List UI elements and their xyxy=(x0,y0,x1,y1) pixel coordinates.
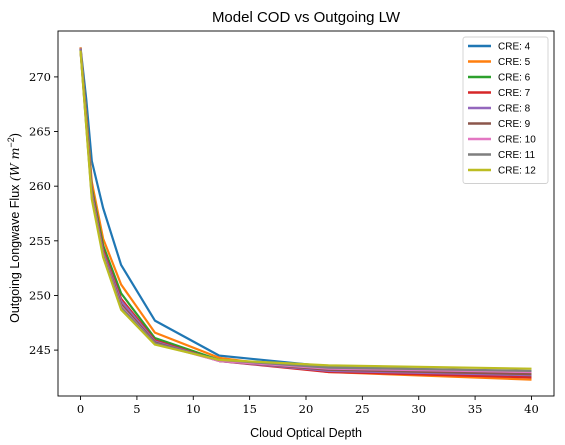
y-tick-label: 245 xyxy=(29,343,51,357)
legend-label: CRE: 12 xyxy=(498,166,536,177)
legend-label: CRE: 10 xyxy=(498,135,536,146)
y-tick-label: 265 xyxy=(29,125,51,139)
y-axis-label: Outgoing Longwave Flux (W m−2) xyxy=(6,133,22,323)
x-tick-label: 5 xyxy=(133,402,140,416)
x-tick-label: 15 xyxy=(242,402,257,416)
x-tick-label: 10 xyxy=(186,402,201,416)
y-tick-label: 260 xyxy=(29,179,51,193)
y-tick-label: 255 xyxy=(29,234,51,248)
x-tick-label: 35 xyxy=(468,402,483,416)
legend-box xyxy=(462,36,549,184)
plot-area: 0 5 10 15 20 25 30 35 40 245 250 255 260 265 270 xyxy=(29,30,555,416)
legend: CRE: 4 CRE: 5 CRE: 6 CRE: 7 CRE: 8 CRE: 9 CRE:… xyxy=(462,36,549,184)
series-line-9 xyxy=(79,50,532,370)
legend-label: CRE: 4 xyxy=(498,42,531,53)
y-axis-label-exp: −2 xyxy=(6,137,16,147)
y-axis-label-close: ) xyxy=(8,133,22,137)
x-tick-label: 40 xyxy=(524,402,539,416)
x-axis-label: Cloud Optical Depth xyxy=(250,426,362,440)
y-tick-label: 270 xyxy=(29,70,51,84)
y-axis-label-prefix: Outgoing Longwave Flux xyxy=(8,181,22,323)
legend-label: CRE: 9 xyxy=(498,119,531,130)
chart-title: Model COD vs Outgoing LW xyxy=(212,9,401,26)
y-tick-label: 250 xyxy=(29,288,51,302)
x-tick-label: 0 xyxy=(77,402,84,416)
legend-label: CRE: 5 xyxy=(498,57,531,68)
x-tick-label: 25 xyxy=(355,402,370,416)
x-tick-label: 30 xyxy=(411,402,426,416)
legend-label: CRE: 8 xyxy=(498,104,531,115)
legend-label: CRE: 7 xyxy=(498,88,531,99)
legend-label: CRE: 6 xyxy=(498,73,531,84)
legend-label: CRE: 11 xyxy=(498,150,535,161)
y-axis-label-unit: (W m xyxy=(7,148,22,182)
x-tick-label: 20 xyxy=(299,402,314,416)
